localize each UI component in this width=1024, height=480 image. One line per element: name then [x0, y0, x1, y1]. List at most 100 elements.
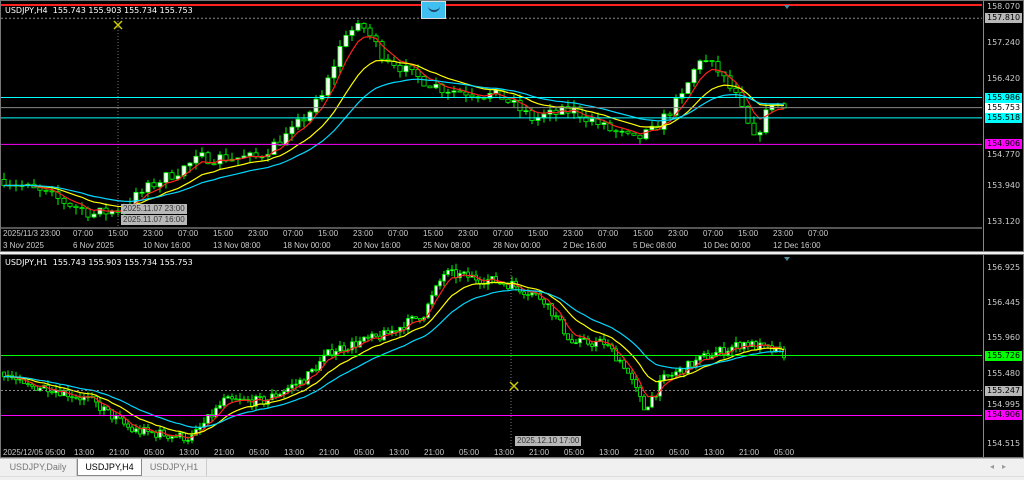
h1-bear-candle: [706, 353, 710, 360]
h1-bear-candle: [414, 316, 418, 319]
h4-bear-candle: [709, 60, 715, 62]
h1-bear-candle: [250, 399, 254, 407]
h4-bear-candle: [61, 197, 67, 204]
h1-bull-candle: [530, 292, 534, 296]
h1-bull-candle: [114, 415, 118, 420]
h1-bear-candle: [542, 298, 546, 305]
h4-bear-candle: [517, 100, 523, 112]
h4-plot[interactable]: [1, 1, 1023, 251]
h1-bull-candle: [62, 390, 66, 397]
h4-bull-candle: [343, 35, 349, 47]
h1-bull-candle: [718, 347, 722, 353]
h4-bull-candle: [589, 118, 595, 123]
h1-bull-candle: [438, 280, 442, 287]
h4-time-label: 07:00: [388, 229, 409, 238]
h4-date-label: 10 Nov 16:00: [143, 241, 191, 250]
h4-time-label: 2025/11/3 23:00: [3, 229, 61, 238]
h1-bull-candle: [134, 428, 138, 433]
h4-bear-candle: [469, 94, 475, 98]
h4-bull-candle: [145, 182, 151, 193]
h4-bear-candle: [457, 90, 463, 93]
h1-bull-candle: [362, 336, 366, 342]
h1-header: USDJPY,H1 155.743 155.903 155.734 155.75…: [5, 258, 193, 267]
h1-price-tick: 154.995: [987, 399, 1021, 409]
h4-bull-candle: [91, 213, 97, 218]
h4-date-label: 25 Nov 08:00: [423, 241, 471, 250]
h1-bear-candle: [234, 398, 238, 401]
scroll-left-icon[interactable]: ◂: [989, 462, 1002, 471]
h1-bear-candle: [622, 359, 626, 369]
tab-usdjpy-h4[interactable]: USDJPY,H4: [77, 459, 142, 476]
h4-bull-candle: [403, 65, 409, 73]
h4-bull-candle: [511, 100, 517, 103]
h4-bull-candle: [217, 154, 223, 165]
one-click-trading-icon[interactable]: [421, 1, 446, 19]
tab-usdjpy-daily[interactable]: USDJPY,Daily: [0, 459, 77, 476]
h4-bear-candle: [397, 64, 403, 73]
h4-price-scale[interactable]: 157.810 155.986 155.753 155.518 154.906 158.0…: [983, 1, 1024, 251]
h1-time-label: 13:00: [599, 448, 620, 457]
h1-crosshair-marker-icon: [509, 381, 519, 391]
tab-usdjpy-h1[interactable]: USDJPY,H1: [142, 459, 207, 476]
h1-bull-candle: [410, 316, 414, 319]
h4-bull-candle: [337, 46, 343, 68]
h4-bull-candle: [139, 191, 145, 194]
h4-date-label: 3 Nov 2025: [3, 241, 44, 250]
h1-bear-candle: [366, 336, 370, 339]
h1-bear-candle: [614, 348, 618, 362]
h4-bear-candle: [169, 172, 175, 180]
h4-bull-candle: [451, 90, 457, 93]
h1-bear-candle: [626, 367, 630, 374]
h4-bull-candle: [157, 182, 163, 188]
h1-bear-candle: [558, 315, 562, 320]
h1-bull-candle: [206, 414, 210, 424]
h4-bear-candle: [427, 85, 433, 89]
h4-price-tag: 155.518: [985, 112, 1023, 123]
h1-price-scale[interactable]: 155.726 155.247 154.906 156.925 156.445 155.9…: [983, 255, 1024, 457]
h1-bear-candle: [166, 435, 170, 439]
h4-price-tag: 155.753: [985, 102, 1023, 113]
h4-bull-candle: [541, 113, 547, 118]
h1-time-label: 21:00: [529, 448, 550, 457]
h4-bear-candle: [43, 189, 49, 192]
h1-bull-candle: [306, 371, 310, 385]
h4-bear-candle: [739, 92, 745, 107]
h4-time-label: 23:00: [248, 229, 269, 238]
h4-bear-candle: [277, 141, 283, 146]
h4-price-tag: 154.906: [985, 139, 1023, 150]
h1-bear-candle: [478, 279, 482, 284]
h1-bull-candle: [582, 337, 586, 340]
h4-bull-candle: [649, 125, 655, 131]
chart-usdjpy-h1[interactable]: USDJPY,H1 155.743 155.903 155.734 155.75…: [0, 254, 1024, 458]
h1-plot[interactable]: [1, 255, 1023, 457]
h4-date-label: 13 Nov 08:00: [213, 241, 261, 250]
h4-bear-candle: [79, 207, 85, 210]
h1-bull-candle: [338, 345, 342, 352]
scroll-right-icon[interactable]: ▸: [1001, 462, 1014, 471]
h4-bull-candle: [199, 152, 205, 157]
h1-bull-candle: [430, 294, 434, 305]
h1-bear-candle: [78, 397, 82, 401]
h1-ma-fast-line: [3, 274, 785, 439]
h1-bear-candle: [126, 423, 130, 428]
h4-time-label: 07:00: [178, 229, 199, 238]
h1-bull-candle: [186, 439, 190, 442]
h1-bear-candle: [138, 428, 142, 435]
h4-time-label: 07:00: [493, 229, 514, 238]
h1-time-label: 05:00: [354, 448, 375, 457]
h1-bear-candle: [590, 343, 594, 347]
h4-date-label: 18 Nov 00:00: [283, 241, 331, 250]
h1-time-label: 21:00: [634, 448, 655, 457]
h1-price-tag: 154.906: [985, 410, 1023, 421]
h1-bull-candle: [290, 384, 294, 389]
h1-bull-candle: [662, 374, 666, 381]
h1-time-label: 05:00: [564, 448, 585, 457]
h4-time-label: 07:00: [73, 229, 94, 238]
h4-price-tick: 153.940: [987, 181, 1021, 191]
h4-bear-candle: [421, 76, 427, 87]
h1-bear-candle: [550, 303, 554, 317]
h1-bear-candle: [342, 345, 346, 352]
chart-usdjpy-h4[interactable]: USDJPY,H4 155.743 155.903 155.734 155.75…: [0, 0, 1024, 252]
h1-price-tag: 155.247: [985, 385, 1023, 396]
h4-bull-candle: [757, 132, 763, 136]
